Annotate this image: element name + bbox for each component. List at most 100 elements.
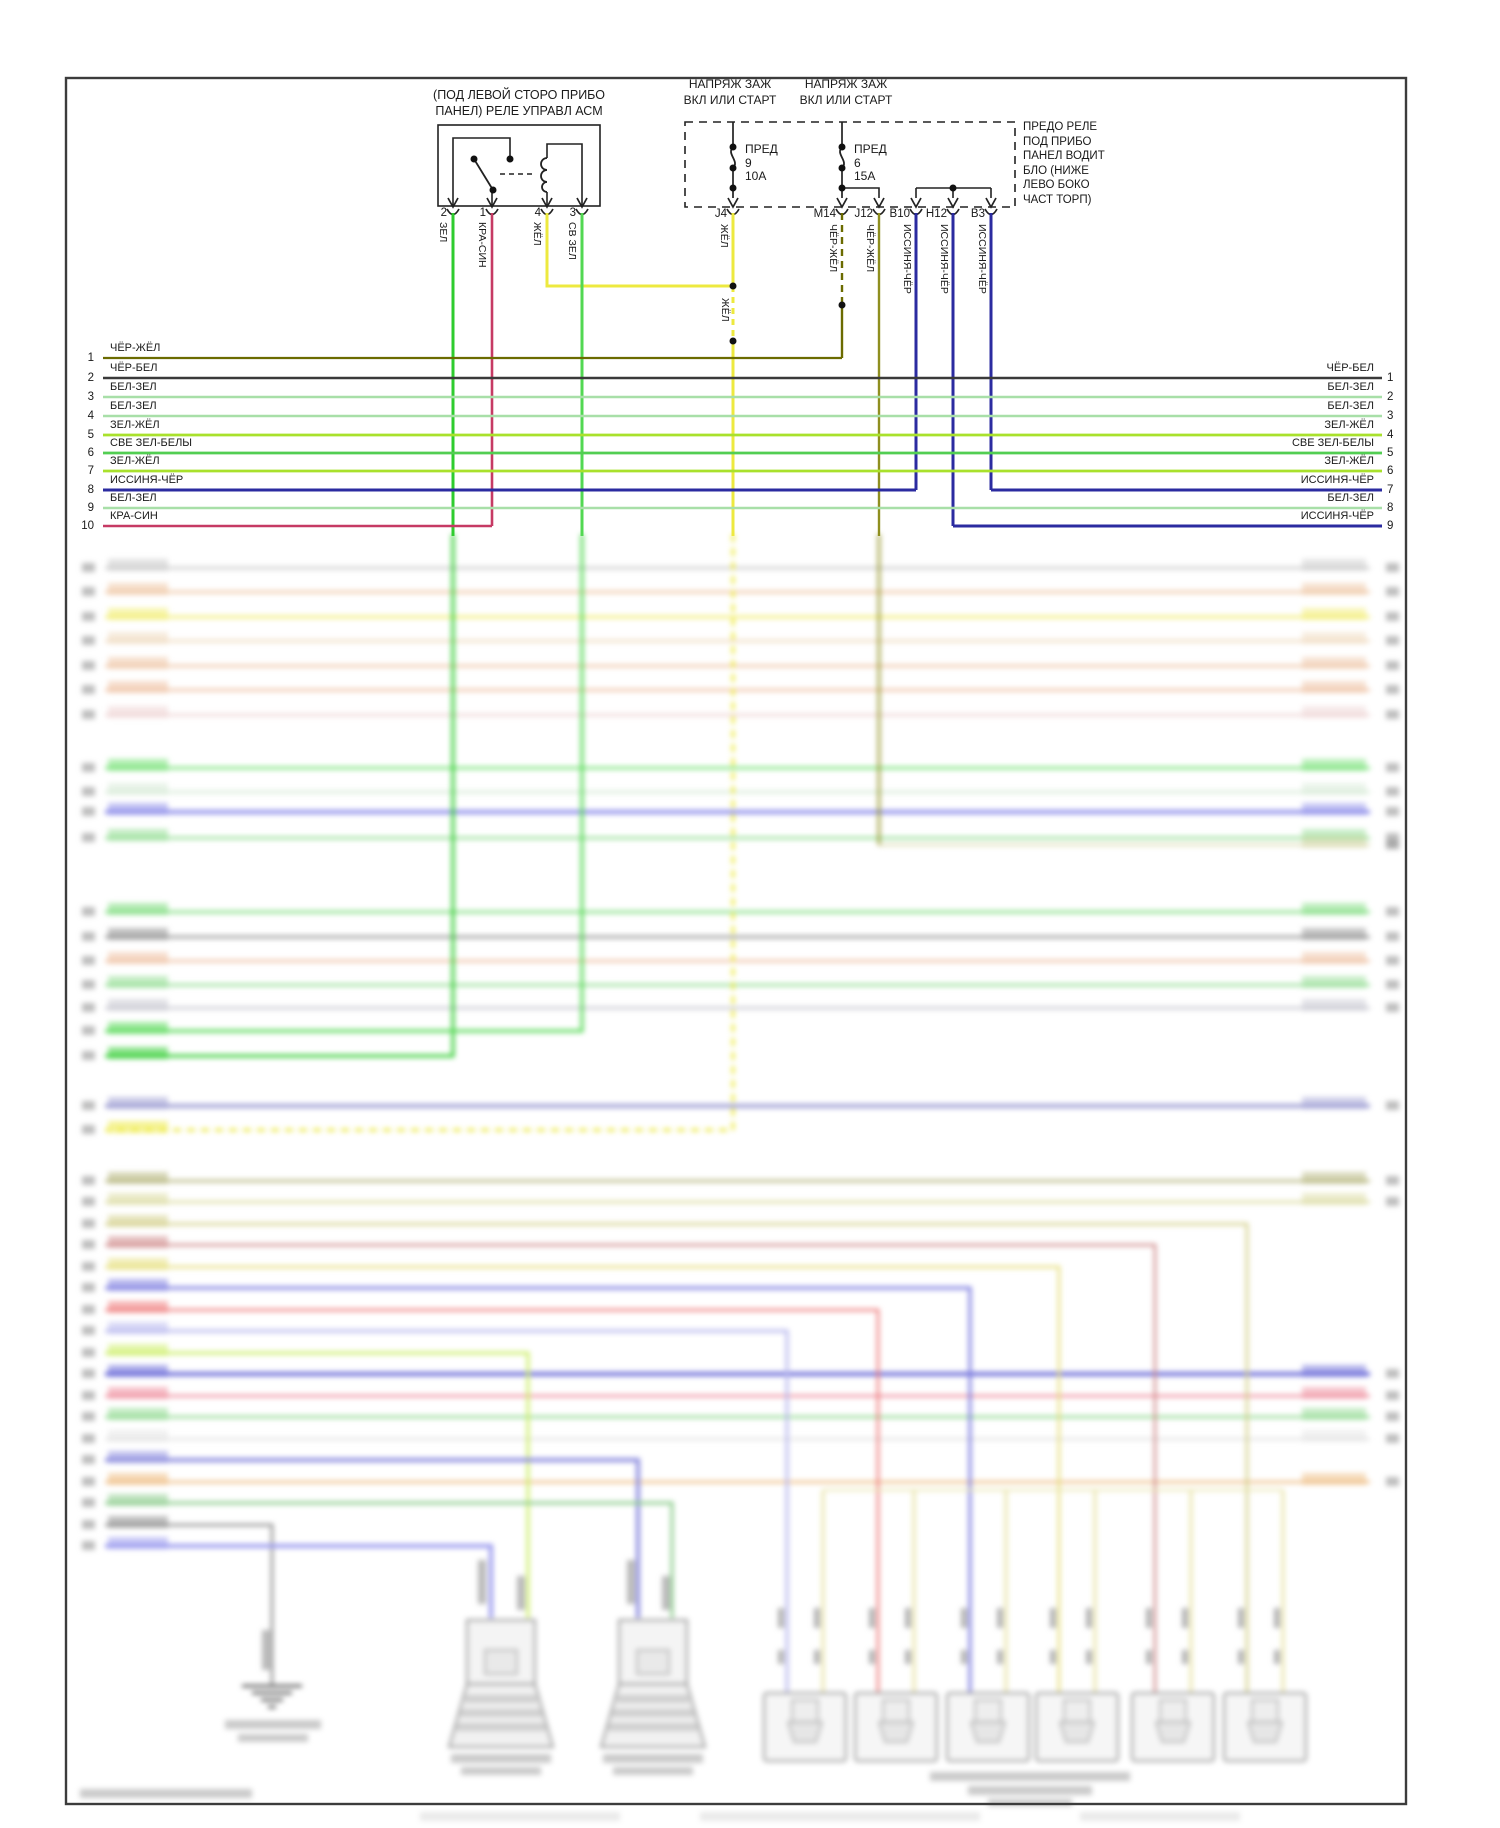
blur-left-label-blob (108, 1451, 168, 1463)
blur-right-number-blob (1386, 563, 1399, 572)
label-blob (608, 1723, 698, 1731)
wire-tag-blob (1050, 1608, 1056, 1628)
blur-wire-corner-down (105, 1243, 1157, 1693)
fusebox-pin-wire-label: ЧЁР-ЖЁЛ (827, 224, 839, 273)
junction-dot (506, 155, 514, 163)
blur-left-label-blob (108, 608, 168, 620)
blur-right-label-blob (1302, 903, 1366, 915)
blur-left-label-blob (108, 1258, 168, 1270)
label-blob (460, 1709, 542, 1717)
caption-blob (461, 1767, 541, 1775)
right-row-number: 8 (1387, 502, 1394, 514)
fuse1-number: 9 (745, 156, 752, 170)
fusebox-pin-id: B3 (970, 208, 985, 220)
blur-left-label-blob (108, 657, 168, 669)
relay-contact-feed (452, 137, 511, 206)
pin-arrow-icon (836, 197, 848, 209)
right-row-wire-label: БЕЛ-ЗЕЛ (1327, 381, 1374, 393)
caption-blob (603, 1754, 703, 1763)
relay-pin-number: 1 (479, 207, 486, 219)
blur-right-label-blob (1302, 1365, 1366, 1377)
blur-left-label-blob (108, 1022, 168, 1034)
blur-wire-corner-up (105, 534, 584, 1033)
right-row-number: 9 (1387, 520, 1394, 532)
blur-left-number-blob (82, 1219, 95, 1228)
blur-left-number-blob (82, 907, 95, 916)
blur-left-number-blob (82, 1240, 95, 1249)
pin-arrow-icon (727, 197, 739, 209)
blur-right-label-blob (1302, 1193, 1366, 1205)
blur-left-label-blob (108, 583, 168, 595)
blur-right-label-blob (1302, 976, 1366, 988)
wire-tag-blob (869, 1608, 875, 1628)
connector-cavity (969, 1721, 1007, 1743)
splice-wire-label: ЖЁЛ (719, 298, 731, 322)
right-row-wire-label: БЕЛ-ЗЕЛ (1327, 492, 1374, 504)
relay-pin-wire-label: СВ ЗЕЛ (566, 222, 578, 260)
blur-left-label-blob (108, 759, 168, 771)
right-row-number: 2 (1387, 391, 1394, 403)
blur-left-label-blob (108, 1344, 168, 1356)
blur-left-label-blob (108, 1236, 168, 1248)
left-row-number: 4 (87, 410, 94, 422)
right-row-wire-label: БЕЛ-ЗЕЛ (1327, 400, 1374, 412)
fusebox-pin-wire-label: ЖЁЛ (718, 224, 730, 248)
vertical-label-blob (478, 1560, 486, 1604)
blur-right-number-blob (1386, 787, 1399, 796)
left-row-number: 6 (87, 447, 94, 459)
relay-switch-arm (473, 158, 494, 191)
wire-tag-blob (869, 1650, 875, 1664)
caption-blob (930, 1772, 1130, 1781)
wire-tag-blob (1274, 1650, 1280, 1664)
left-row-number: 1 (87, 352, 94, 364)
relay-pin-number: 2 (440, 207, 447, 219)
caption-blob (80, 1789, 252, 1798)
connector-cavity (1058, 1721, 1096, 1743)
fusebox-note-line5: ЛЕВО БОКО (1023, 179, 1090, 191)
blur-right-label-blob (1302, 759, 1366, 771)
junction-dot (949, 184, 957, 192)
left-row-wire-label: СВЕ ЗЕЛ-БЕЛЫ (110, 437, 193, 449)
blur-wire-corner-down (105, 1544, 493, 1618)
blur-left-number-blob (82, 1498, 95, 1507)
junction-dot (729, 184, 737, 192)
junction-dot (729, 164, 737, 172)
speaker-magnet (636, 1649, 670, 1675)
vertical-label-blob (517, 1576, 525, 1610)
blur-right-number-blob (1386, 685, 1399, 694)
caption-blob (238, 1734, 308, 1742)
blur-left-label-blob (108, 976, 168, 988)
blur-left-label-blob (108, 1516, 168, 1528)
blur-right-label-blob (1302, 1473, 1366, 1485)
blur-left-label-blob (108, 706, 168, 718)
right-row-wire-label: ЧЁР-БЕЛ (1326, 362, 1374, 374)
wire-tag-blob (1086, 1608, 1092, 1628)
left-row-number: 9 (87, 502, 94, 514)
caption-blob (968, 1786, 1092, 1795)
blur-left-number-blob (82, 563, 95, 572)
blur-left-number-blob (82, 1348, 95, 1357)
right-row-wire-label: ЗЕЛ-ЖЁЛ (1324, 455, 1374, 467)
wire-tag-blob (778, 1650, 784, 1664)
blur-left-label-blob (108, 903, 168, 915)
blur-right-label-blob (1302, 706, 1366, 718)
relay-pin-wire-label: ЖЁЛ (531, 222, 543, 246)
wire-tag-blob (961, 1608, 967, 1628)
junction-dot (838, 143, 846, 151)
blur-left-label-blob (108, 1301, 168, 1313)
wire-tag-blob (1274, 1608, 1280, 1628)
blur-right-label-blob (1302, 583, 1366, 595)
pin-arrow-icon (447, 197, 459, 209)
vertical-label-blob (662, 1576, 670, 1610)
junction-dot (838, 301, 846, 309)
haze-blob (700, 1812, 980, 1821)
blur-right-label-blob (1302, 1097, 1366, 1109)
right-row-number: 1 (1387, 372, 1394, 384)
right-row-wire-label: ИССИНЯ-ЧЁР (1300, 510, 1374, 522)
blur-right-number-blob (1386, 1003, 1399, 1012)
wire-tag-blob (1146, 1650, 1152, 1664)
fusebox-pin-id: M14 (813, 208, 836, 220)
